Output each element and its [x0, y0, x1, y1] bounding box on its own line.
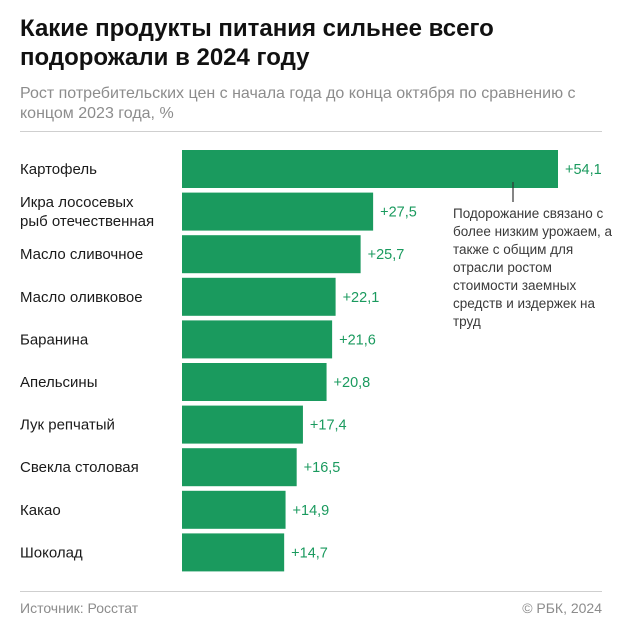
- value-label-7: +17,4: [310, 418, 347, 434]
- bar-4: [182, 277, 336, 316]
- bar-10: [182, 533, 285, 572]
- value-label-2: +27,5: [380, 205, 417, 221]
- bar-6: [182, 363, 327, 401]
- bar-1: [182, 150, 558, 188]
- category-label-4: Масло оливковое: [20, 289, 143, 306]
- chart-subtitle: Рост потребительских цен с начала года д…: [20, 85, 576, 122]
- bar-5: [182, 320, 333, 359]
- bar-8: [182, 448, 297, 487]
- category-label-6: Апельсины: [20, 374, 97, 391]
- bar-9: [182, 490, 286, 529]
- category-label-7: Лук репчатый: [20, 417, 115, 434]
- category-label-3: Масло сливочное: [20, 246, 143, 263]
- value-label-10: +14,7: [291, 545, 328, 561]
- bar-2: [182, 192, 374, 231]
- chart-title: Какие продукты питания сильнее всего под…: [20, 15, 494, 71]
- value-label-3: +25,7: [368, 247, 405, 263]
- category-label-2: Икра лососевых рыб отечественная: [20, 194, 154, 230]
- copyright-note: © РБК, 2024: [522, 600, 602, 616]
- value-label-8: +16,5: [304, 460, 341, 476]
- bar-7: [182, 405, 303, 444]
- bottom-divider: [20, 591, 602, 592]
- category-label-9: Какао: [20, 502, 61, 519]
- category-label-1: Картофель: [20, 161, 97, 178]
- value-label-1: +54,1: [565, 162, 602, 178]
- source-note: Источник: Росстат: [20, 600, 139, 616]
- bar-3: [182, 235, 361, 274]
- category-label-10: Шоколад: [20, 544, 83, 561]
- potato-annotation: Подорожание связано с более низким урожа…: [453, 206, 613, 329]
- value-label-6: +20,8: [334, 375, 371, 391]
- top-divider: [20, 131, 602, 132]
- value-label-4: +22,1: [343, 290, 380, 306]
- category-label-5: Баранина: [20, 331, 89, 348]
- value-label-5: +21,6: [339, 332, 376, 348]
- category-label-8: Свекла столовая: [20, 459, 139, 476]
- value-label-9: +14,9: [293, 503, 330, 519]
